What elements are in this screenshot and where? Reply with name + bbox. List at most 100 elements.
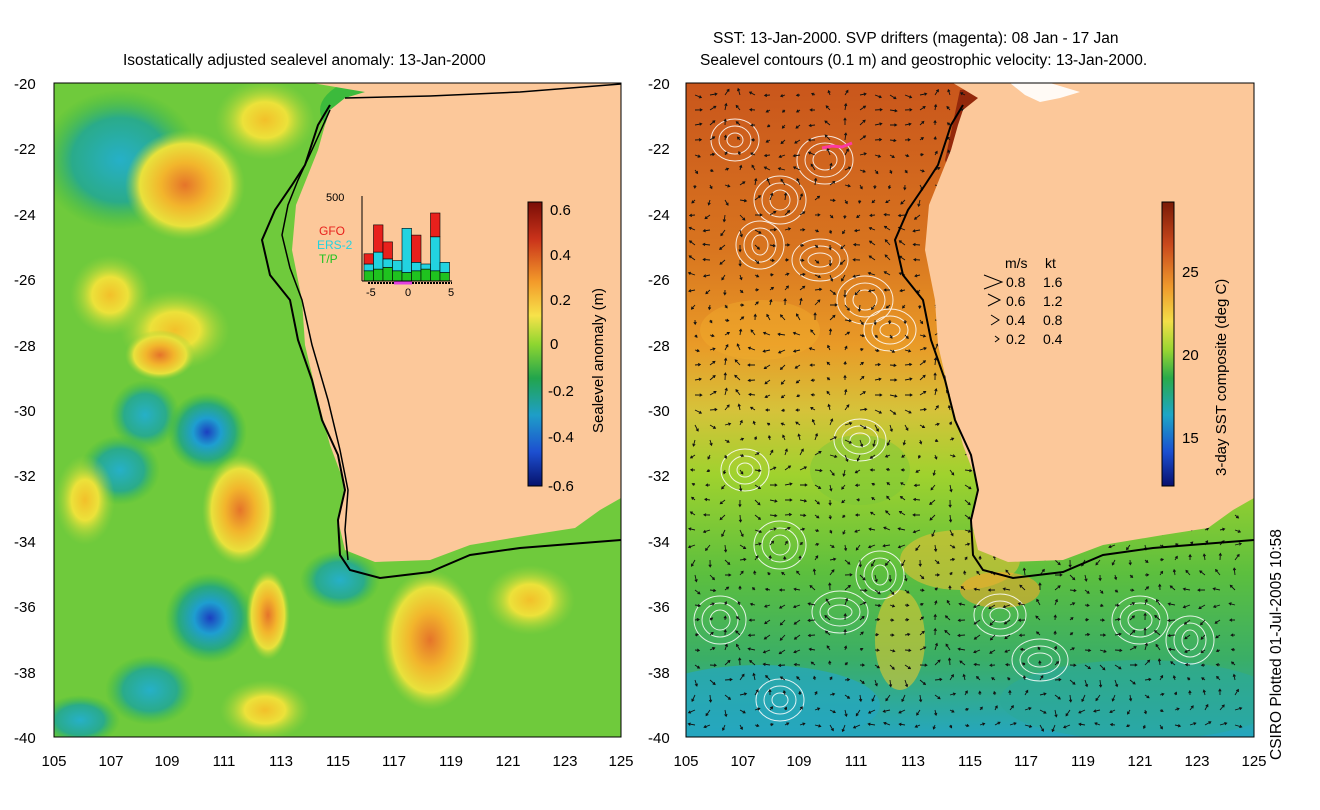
velocity-arrow [694, 122, 703, 126]
velocity-arrow [814, 468, 823, 473]
inset-bar-tp [373, 268, 384, 282]
right-y-tick: -38 [648, 665, 670, 682]
velocity-arrow [750, 152, 756, 156]
velocity-arrow [724, 387, 728, 396]
velocity-arrow [814, 542, 820, 547]
velocity-arrow [1022, 567, 1027, 576]
velocity-arrow [914, 724, 921, 728]
velocity-arrow [1155, 643, 1161, 651]
velocity-arrow [843, 374, 847, 380]
inset-bar-ers [439, 261, 450, 273]
velocity-arrow [973, 634, 981, 640]
velocity-arrow [1095, 694, 1101, 702]
velocity-arrow [769, 513, 778, 518]
right-y-tick: -20 [648, 76, 670, 93]
velocity-arrow [812, 568, 817, 576]
velocity-arrow [1099, 618, 1106, 622]
velocity-arrow [934, 600, 938, 606]
velocity-arrow [1078, 722, 1086, 726]
velocity-arrow [874, 633, 880, 637]
velocity-ms: 0.4 [1006, 312, 1026, 328]
velocity-arrow [764, 394, 771, 398]
velocity-arrow [1182, 604, 1191, 609]
velocity-arrow [949, 673, 954, 681]
velocity-arrow [781, 124, 786, 129]
velocity-arrow [1037, 646, 1041, 651]
velocity-arrow [1143, 627, 1147, 636]
velocity-arrow [882, 709, 891, 713]
velocity-arrow [964, 723, 970, 728]
velocity-arrow [1128, 694, 1133, 702]
right-map: -20 -22 -24 -26 -28 -30 -32 -34 -36 -38 … [648, 76, 1267, 770]
velocity-arrow [799, 541, 803, 546]
velocity-arrow [687, 544, 696, 549]
velocity-arrow [949, 484, 953, 493]
velocity-arrow [829, 289, 837, 295]
velocity-arrow [793, 587, 801, 591]
velocity-arrow [807, 633, 816, 638]
velocity-arrow [843, 544, 848, 552]
sealevel-contour [753, 175, 807, 225]
right-x-tick: 105 [673, 753, 698, 770]
velocity-arrow [799, 211, 806, 216]
velocity-arrow [934, 88, 939, 96]
velocity-arrow [755, 213, 763, 217]
sealevel-contour [841, 425, 879, 455]
left-y-tick: -32 [14, 468, 36, 485]
inset-legend-ers2: ERS-2 [317, 238, 353, 252]
velocity-arrow [691, 482, 696, 486]
velocity-arrow [978, 690, 982, 696]
velocity-arrow [1167, 618, 1176, 623]
velocity-arrow [829, 314, 836, 321]
left-x-tick: 117 [382, 753, 406, 770]
velocity-arrow [799, 285, 806, 291]
sla-cb-tick: -0.4 [548, 429, 574, 446]
velocity-arrow [964, 529, 972, 533]
velocity-arrow [691, 694, 696, 702]
velocity-arrow [1184, 663, 1191, 667]
left-y-tick: -20 [14, 76, 36, 93]
velocity-arrow [888, 574, 892, 583]
velocity-arrow [917, 199, 921, 208]
velocity-arrow [769, 298, 773, 306]
velocity-arrow [883, 212, 891, 217]
velocity-arrow [814, 555, 819, 561]
velocity-arrow [721, 724, 726, 732]
velocity-arrow [913, 214, 921, 220]
velocity-arrow [723, 134, 728, 141]
velocity-arrow [739, 181, 746, 186]
velocity-arrow [748, 392, 756, 397]
velocity-arrow [763, 153, 771, 158]
velocity-arrow [869, 468, 876, 472]
velocity-arrow [1129, 629, 1136, 636]
sealevel-contour [751, 234, 769, 256]
inset-bar-ers [363, 263, 374, 272]
velocity-arrow [735, 104, 741, 111]
velocity-arrow [754, 484, 762, 489]
velocity-arrow [829, 544, 835, 548]
velocity-arrow [824, 630, 831, 636]
velocity-ms: 0.2 [1006, 331, 1026, 347]
velocity-arrow [1218, 688, 1222, 696]
velocity-arrow [1081, 694, 1086, 703]
velocity-arrow [829, 436, 837, 441]
velocity-arrow [829, 676, 833, 681]
velocity-arrow [1051, 724, 1056, 733]
velocity-arrow [778, 604, 786, 609]
velocity-arrow [766, 177, 771, 186]
velocity-arrow [724, 643, 728, 651]
velocity-arrow [903, 319, 907, 325]
velocity-arrow [844, 573, 853, 577]
velocity-arrow [844, 439, 853, 444]
velocity-arrow [777, 349, 786, 354]
velocity-arrow [799, 527, 806, 531]
velocity-arrow [976, 570, 981, 576]
sst-cb-tick: 25 [1182, 264, 1199, 281]
inset-bar-ers [430, 236, 441, 272]
velocity-arrow [903, 184, 907, 191]
velocity-arrow [694, 617, 700, 622]
velocity-arrow [947, 657, 952, 666]
velocity-arrow [1234, 514, 1240, 519]
velocity-arrow [1144, 642, 1148, 651]
sla-cb-tick: -0.2 [548, 383, 574, 400]
